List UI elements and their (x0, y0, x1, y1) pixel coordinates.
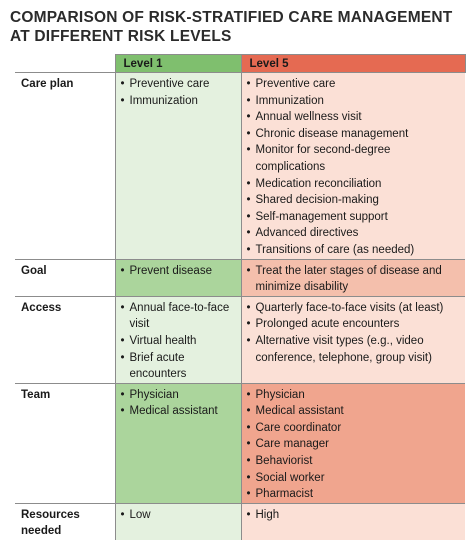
bullet-list: Annual face-to-face visitVirtual healthB… (120, 300, 237, 383)
level-5-cell: High (240, 502, 465, 540)
list-item: Self-management support (246, 209, 462, 226)
row-label: Resources needed (15, 502, 116, 540)
table-row: Resources neededLow High (15, 502, 465, 540)
bullet-list: Low (120, 507, 237, 524)
list-item: Annual wellness visit (246, 109, 462, 126)
list-item: Chronic disease management (246, 126, 462, 143)
list-item: Treat the later stages of disease and mi… (246, 263, 462, 296)
list-item: Medical assistant (120, 403, 237, 420)
list-item: Annual face-to-face visit (120, 300, 237, 333)
list-item: Behaviorist (246, 453, 462, 470)
title-line-1: COMPARISON OF RISK-STRATIFIED CARE MANAG… (10, 9, 453, 26)
list-item: Pharmacist (246, 486, 462, 503)
level-5-cell: Treat the later stages of disease and mi… (240, 258, 465, 297)
level-5-cell: PhysicianMedical assistantCare coordinat… (240, 382, 465, 504)
row-label: Access (15, 295, 116, 384)
list-item: Physician (120, 387, 237, 404)
list-item: Brief acute encounters (120, 350, 237, 383)
level-5-cell: Preventive careImmunizationAnnual wellne… (240, 72, 465, 260)
list-item: Preventive care (246, 76, 462, 93)
bullet-list: Treat the later stages of disease and mi… (246, 263, 462, 296)
table-row: GoalPrevent disease Treat the later stage… (15, 258, 465, 297)
row-label: Team (15, 382, 116, 504)
header-empty (15, 54, 116, 73)
row-label: Care plan (15, 72, 116, 260)
level-5-cell: Quarterly face-to-face visits (at least)… (240, 295, 465, 384)
level-1-cell: Low (114, 502, 242, 540)
row-label: Goal (15, 258, 116, 297)
list-item: Immunization (120, 93, 237, 110)
table-row: TeamPhysicianMedical assistantPhysicianM… (15, 382, 465, 504)
list-item: Transitions of care (as needed) (246, 242, 462, 259)
list-item: Alternative visit types (e.g., video con… (246, 333, 462, 366)
list-item: Quarterly face-to-face visits (at least) (246, 300, 462, 317)
list-item: Medication reconciliation (246, 176, 462, 193)
list-item: Care coordinator (246, 420, 462, 437)
list-item: Virtual health (120, 333, 237, 350)
list-item: Care manager (246, 436, 462, 453)
list-item: Low (120, 507, 237, 524)
document-title: COMPARISON OF RISK-STRATIFIED CARE MANAG… (10, 8, 470, 46)
list-item: Prevent disease (120, 263, 237, 280)
header-level-5: Level 5 (240, 54, 466, 73)
title-line-2: AT DIFFERENT RISK LEVELS (10, 28, 232, 45)
list-item: High (246, 507, 462, 524)
list-item: Physician (246, 387, 462, 404)
list-item: Social worker (246, 470, 462, 487)
level-1-cell: PhysicianMedical assistant (114, 382, 242, 504)
bullet-list: PhysicianMedical assistantCare coordinat… (246, 387, 462, 503)
list-item: Medical assistant (246, 403, 462, 420)
bullet-list: High (246, 507, 462, 524)
list-item: Monitor for second-degree complications (246, 142, 462, 175)
list-item: Prolonged acute encounters (246, 316, 462, 333)
bullet-list: Preventive careImmunization (120, 76, 237, 109)
bullet-list: Quarterly face-to-face visits (at least)… (246, 300, 462, 366)
bullet-list: Prevent disease (120, 263, 237, 280)
bullet-list: PhysicianMedical assistant (120, 387, 237, 420)
list-item: Advanced directives (246, 225, 462, 242)
level-1-cell: Annual face-to-face visitVirtual healthB… (114, 295, 242, 384)
list-item: Preventive care (120, 76, 237, 93)
list-item: Shared decision-making (246, 192, 462, 209)
header-row: Level 1 Level 5 (15, 54, 466, 73)
bullet-list: Preventive careImmunizationAnnual wellne… (246, 76, 462, 259)
list-item: Immunization (246, 93, 462, 110)
header-level-1: Level 1 (114, 54, 242, 73)
table-row: AccessAnnual face-to-face visitVirtual h… (15, 295, 465, 384)
comparison-table: Level 1 Level 5 Care planPreventive care… (15, 54, 466, 540)
table-row: Care planPreventive careImmunizationPrev… (15, 72, 465, 260)
level-1-cell: Preventive careImmunization (114, 72, 242, 260)
level-1-cell: Prevent disease (114, 258, 242, 297)
